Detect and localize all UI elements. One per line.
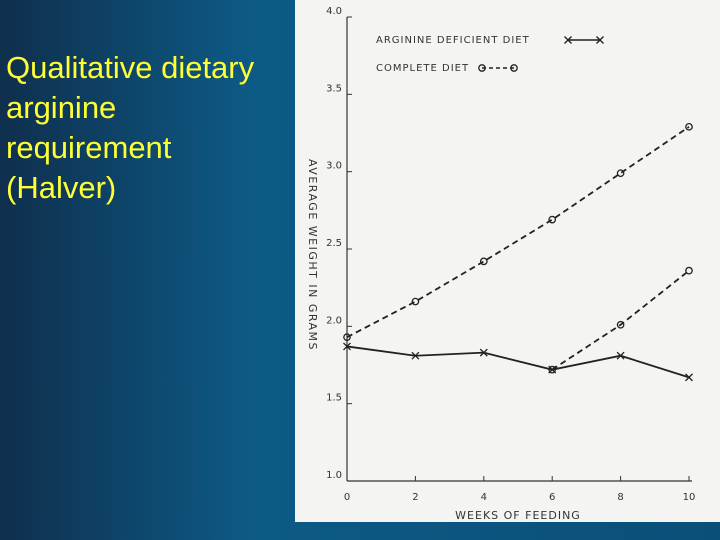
x-tick-label: 4 [481,492,487,503]
x-tick-label: 2 [412,492,418,503]
x-tick-label: 8 [617,492,623,503]
y-tick-label: 2.0 [326,315,342,326]
y-tick-label: 1.5 [326,393,342,404]
y-tick-label: 1.0 [326,470,342,481]
x-marker [616,351,625,360]
circle-marker [478,64,486,72]
x-tick-label: 10 [683,492,696,503]
circle-marker [343,333,351,342]
circle-marker [616,320,625,329]
legend-label: COMPLETE DIET [376,63,469,74]
x-tick-label: 0 [344,492,350,503]
y-tick-label: 2.5 [326,238,342,249]
x-marker [564,36,572,44]
x-stroke [411,351,420,360]
series-line [346,345,690,379]
circle-marker [685,122,693,131]
x-tick-label: 6 [549,492,555,503]
x-marker [596,36,604,44]
series-line [551,269,690,371]
circle-marker [479,257,488,266]
y-tick-label: 3.0 [326,161,342,172]
circle-marker [685,266,693,275]
x-marker [343,342,351,351]
x-stroke [616,351,625,360]
x-axis-label: WEEKS OF FEEDING [455,509,581,522]
y-tick-label: 3.5 [326,83,342,94]
y-axis-label: AVERAGE WEIGHT IN GRAMS [306,159,319,351]
x-marker [411,351,420,360]
x-marker [479,348,488,357]
x-marker [685,373,693,382]
slide-title: Qualitative dietary arginine requirement… [6,50,255,205]
x-stroke [564,36,572,44]
series-line [346,126,690,338]
circle-marker [411,297,420,306]
x-stroke [479,348,488,357]
circle-marker [548,365,557,374]
x-stroke [343,342,351,351]
circle-marker [616,169,625,178]
circle-marker [510,64,518,72]
y-tick-label: 4.0 [326,6,342,17]
x-stroke [596,36,604,44]
circle-marker [548,215,557,224]
legend-label: ARGININE DEFICIENT DIET [376,35,530,46]
x-stroke [685,373,693,382]
chart-background [295,0,720,522]
